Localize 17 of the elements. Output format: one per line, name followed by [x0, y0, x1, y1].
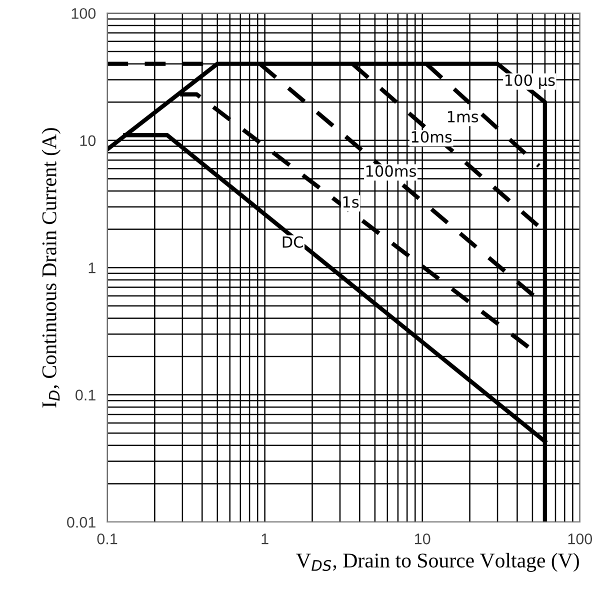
y-tick-label: 1 [88, 262, 96, 274]
y-tick-label: 100 [72, 8, 96, 19]
x-tick-label: 0.1 [97, 534, 118, 544]
annotation: DC [282, 236, 303, 248]
annotation: 10ms [412, 131, 452, 143]
y-tick-label: 10 [80, 135, 96, 146]
x-tick-label: 100 [568, 534, 592, 544]
annotation: 100ms [366, 165, 416, 177]
y-axis-title: I$_{D}$, Continuous Drain Current (A) [42, 128, 61, 408]
annotation: 1s [343, 196, 359, 208]
x-tick-label: 1 [262, 534, 268, 544]
x-axis-title: V$_{DS}$, Drain to Source Voltage (V) [296, 552, 579, 572]
annotation: 100 µs [506, 74, 555, 89]
y-tick-label: 0.01 [67, 516, 96, 528]
y-tick-label: 0.1 [76, 390, 96, 400]
annotation: 1ms [448, 111, 478, 122]
x-tick-label: 10 [415, 534, 430, 544]
